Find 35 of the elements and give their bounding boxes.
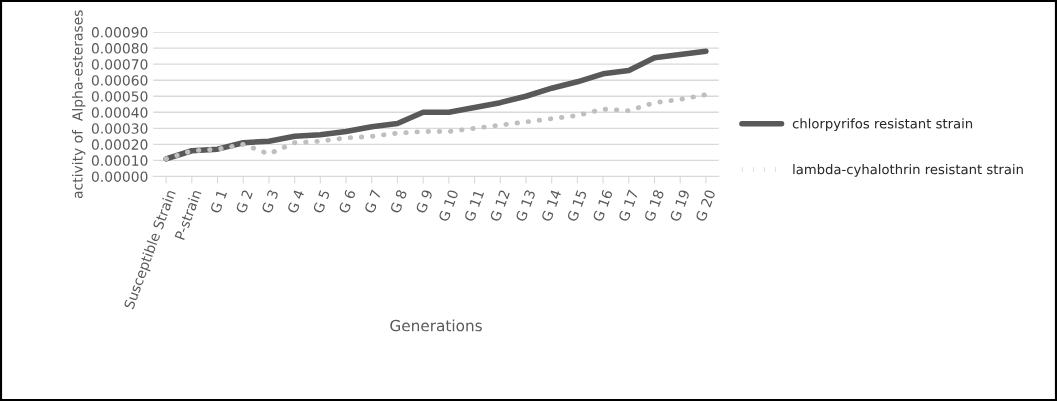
x-tick-label: G 4 <box>286 189 305 214</box>
x-tick-label: G 20 <box>695 189 716 223</box>
x-tick-label: G 10 <box>438 189 459 223</box>
y-tick-label: 0.00090 <box>91 27 148 38</box>
x-axis-title: Generations <box>390 319 482 332</box>
y-tick-label: 0.00080 <box>91 43 148 54</box>
x-tick-label: G 13 <box>515 189 536 223</box>
legend-label: chlorpyrifos resistant strain <box>792 118 973 132</box>
x-tick-label: G 17 <box>618 189 639 223</box>
x-tick-label: G 7 <box>364 189 382 214</box>
y-tick-label: 0.00000 <box>91 171 148 182</box>
x-tick-label: G 15 <box>566 189 588 223</box>
x-tick-label: G 1 <box>209 189 228 214</box>
legend-label: lambda-cyhalothrin resistant strain <box>793 164 1023 177</box>
line-series <box>163 92 709 162</box>
y-tick-label: 0.00050 <box>91 91 148 102</box>
y-tick-label: 0.00040 <box>91 107 148 118</box>
x-tick-label: G 2 <box>235 189 253 214</box>
x-tick-label: G 18 <box>643 189 665 223</box>
y-axis-title: activity of Alpha-esterases <box>71 10 86 199</box>
x-tick-label: G 3 <box>261 189 279 214</box>
x-tick-label: G 19 <box>669 189 690 223</box>
y-tick-label: 0.00010 <box>91 155 148 166</box>
x-tick-label: G 9 <box>415 189 433 214</box>
x-tick-label: G 12 <box>489 189 510 223</box>
x-tick-label: G 8 <box>389 189 408 214</box>
y-tick-label: 0.00030 <box>91 123 148 134</box>
y-tick-label: 0.00070 <box>91 59 148 70</box>
y-tick-label: 0.00060 <box>91 75 148 86</box>
x-tick-label: G 6 <box>338 189 356 214</box>
x-tick-label: G 5 <box>312 189 331 214</box>
x-tick-label: G 11 <box>463 189 485 223</box>
x-tick-label: G 14 <box>540 189 562 223</box>
x-tick-label: G 16 <box>592 189 613 223</box>
y-tick-label: 0.00020 <box>91 139 148 150</box>
